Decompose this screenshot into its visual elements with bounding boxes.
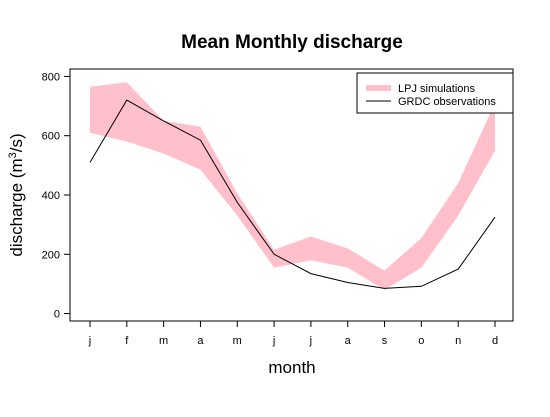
x-tick-label: j bbox=[272, 335, 275, 347]
x-tick-label: j bbox=[309, 335, 312, 347]
x-tick-label: o bbox=[418, 335, 424, 347]
y-tick-label: 200 bbox=[42, 249, 60, 261]
plot-area bbox=[89, 82, 496, 290]
y-axis-title-main: discharge (m bbox=[7, 158, 26, 256]
chart-title: Mean Monthly discharge bbox=[181, 32, 403, 53]
x-tick-label: j bbox=[88, 335, 91, 347]
legend-label-grdc-observations: GRDC observations bbox=[398, 96, 496, 108]
legend-label-lpj-simulations: LPJ simulations bbox=[398, 83, 476, 95]
x-tick-label: s bbox=[382, 335, 388, 347]
x-tick-label: a bbox=[197, 335, 204, 347]
y-tick-label: 600 bbox=[42, 131, 60, 143]
legend-box bbox=[356, 72, 514, 114]
x-tick-label: d bbox=[492, 335, 498, 347]
x-tick-label: f bbox=[125, 335, 129, 347]
y-axis-title-suffix: /s) bbox=[7, 133, 26, 152]
y-axis-title-superscript: 3 bbox=[7, 152, 19, 158]
x-tick-label: a bbox=[345, 335, 352, 347]
y-tick-label: 800 bbox=[42, 71, 60, 83]
y-axis-title: discharge (m3/s) bbox=[7, 133, 26, 256]
x-tick-label: n bbox=[455, 335, 461, 347]
x-tick-label: m bbox=[233, 335, 242, 347]
legend: LPJ simulations GRDC observations bbox=[356, 72, 514, 114]
x-tick-label: m bbox=[159, 335, 168, 347]
x-axis-title: month bbox=[268, 358, 315, 377]
y-tick-label: 0 bbox=[54, 309, 60, 321]
series-line-grdc-observations bbox=[89, 99, 496, 289]
series-band-lpj-simulations bbox=[90, 82, 495, 290]
axes: j f m a m j j a s o n d 0 200 400 600 800 bbox=[42, 71, 498, 347]
y-tick-label: 400 bbox=[42, 190, 60, 202]
